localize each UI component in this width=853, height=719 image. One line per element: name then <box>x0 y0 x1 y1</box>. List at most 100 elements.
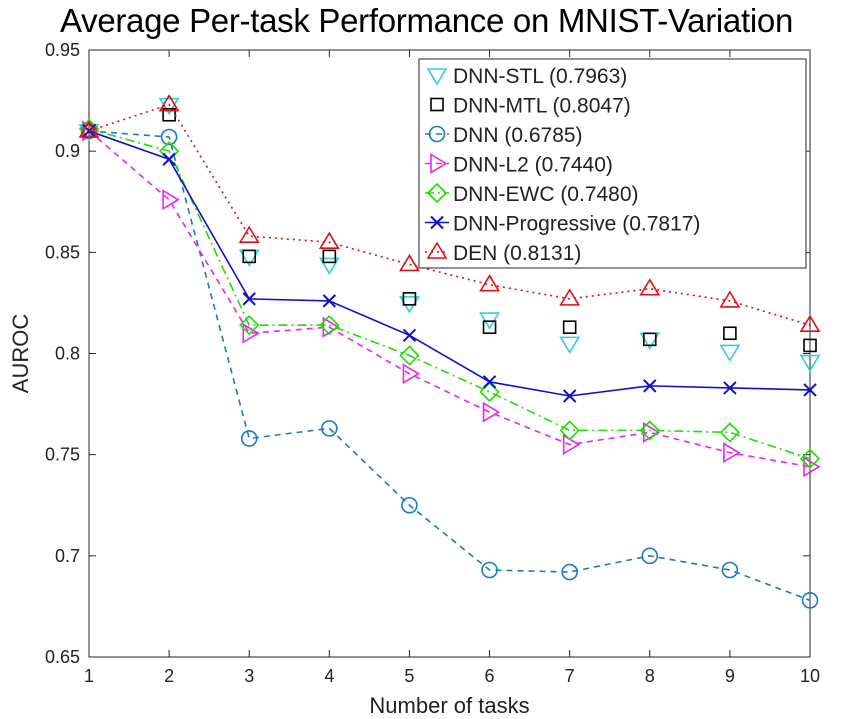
x-tick-label: 1 <box>84 666 94 686</box>
data-point <box>642 332 657 347</box>
data-point <box>402 292 417 306</box>
x-tick-label: 7 <box>565 666 575 686</box>
chart-title: Average Per-task Performance on MNIST-Va… <box>60 2 793 39</box>
legend-label: DNN-STL (0.7963) <box>453 65 627 88</box>
series-line <box>88 130 811 468</box>
data-point <box>562 320 577 334</box>
y-tick-label: 0.95 <box>45 40 80 60</box>
data-point <box>318 257 340 276</box>
data-point <box>562 389 577 403</box>
data-point <box>402 328 417 342</box>
y-tick-label: 0.8 <box>55 344 80 364</box>
data-point <box>322 249 337 264</box>
data-point <box>426 182 448 204</box>
x-tick-label: 5 <box>404 666 414 686</box>
data-point <box>242 292 256 306</box>
series-line <box>88 128 811 460</box>
legend-item: DNN (0.6785) <box>425 124 583 147</box>
data-point <box>719 344 741 363</box>
data-point <box>238 225 260 243</box>
data-point <box>643 379 657 393</box>
data-point <box>162 189 180 211</box>
data-point <box>162 152 176 166</box>
series-6 <box>78 94 821 332</box>
data-point <box>801 592 819 609</box>
data-point <box>562 434 581 455</box>
y-axis-label: AUROC <box>8 314 33 394</box>
x-tick-label: 10 <box>800 666 820 686</box>
data-point <box>321 420 338 437</box>
legend-item: DNN-STL (0.7963) <box>426 65 627 88</box>
data-point <box>639 420 660 441</box>
legend-item: DNN-MTL (0.8047) <box>430 95 631 118</box>
data-point <box>719 290 741 308</box>
series-4 <box>78 118 821 469</box>
data-point <box>803 338 817 353</box>
y-tick-label: 0.9 <box>55 141 80 161</box>
legend-item: DEN (0.8131) <box>425 241 581 265</box>
data-point <box>318 231 340 250</box>
legend-label: DNN-Progressive (0.7817) <box>453 213 700 236</box>
data-point <box>319 315 340 336</box>
legend-item: DNN-Progressive (0.7817) <box>425 213 700 236</box>
x-tick-label: 2 <box>164 666 174 686</box>
data-point <box>479 274 500 292</box>
legend-item: DNN-EWC (0.7480) <box>425 182 639 206</box>
data-point <box>240 430 258 447</box>
data-point <box>559 288 581 306</box>
data-point <box>803 456 821 478</box>
data-point <box>322 294 337 308</box>
data-point <box>481 561 498 579</box>
data-point <box>719 422 741 443</box>
data-point <box>402 363 420 385</box>
data-point <box>430 153 448 174</box>
legend-label: DEN (0.8131) <box>453 242 581 265</box>
y-tick-label: 0.7 <box>55 546 80 566</box>
data-point <box>482 320 497 334</box>
y-tick-label: 0.85 <box>45 242 80 262</box>
data-point <box>639 278 661 296</box>
y-tick-label: 0.75 <box>45 445 80 465</box>
x-axis: 1 2 3 4 5 6 7 8 9 10 <box>84 50 820 686</box>
series-line <box>88 130 811 602</box>
data-point <box>723 326 737 341</box>
data-point <box>641 547 659 565</box>
legend-label: DNN-L2 (0.7440) <box>453 154 613 177</box>
data-point <box>399 253 420 272</box>
y-axis: 0.65 0.7 0.75 0.8 0.85 0.9 0.95 <box>45 40 810 667</box>
legend-label: DNN-MTL (0.8047) <box>453 95 631 118</box>
data-point <box>239 315 260 336</box>
data-point <box>401 496 418 514</box>
series-line <box>88 130 811 397</box>
data-point <box>482 375 497 389</box>
data-point <box>430 215 444 230</box>
data-point <box>399 345 420 366</box>
data-point <box>803 383 817 397</box>
data-point <box>799 314 821 332</box>
data-point <box>430 97 444 112</box>
legend-item: DNN-L2 (0.7440) <box>425 153 613 177</box>
data-point <box>721 561 739 579</box>
data-point <box>242 249 257 264</box>
x-axis-label: Number of tasks <box>369 693 529 718</box>
x-tick-label: 9 <box>725 666 735 686</box>
data-point <box>479 381 500 403</box>
data-point <box>428 125 446 143</box>
legend: DNN-STL (0.7963) DNN-MTL (0.8047) DNN (0.6… <box>418 58 807 269</box>
data-point <box>482 401 501 423</box>
legend-label: DNN-EWC (0.7480) <box>453 183 639 206</box>
data-point <box>160 128 178 146</box>
x-tick-label: 4 <box>324 666 334 686</box>
data-point <box>723 442 741 464</box>
legend-box <box>418 58 807 269</box>
legend-label: DNN (0.6785) <box>453 124 583 147</box>
data-point <box>799 448 821 469</box>
data-point <box>158 94 180 112</box>
x-tick-label: 8 <box>645 666 655 686</box>
data-point <box>78 120 100 138</box>
data-point <box>723 381 737 395</box>
data-point <box>426 68 448 86</box>
data-point <box>799 354 821 373</box>
